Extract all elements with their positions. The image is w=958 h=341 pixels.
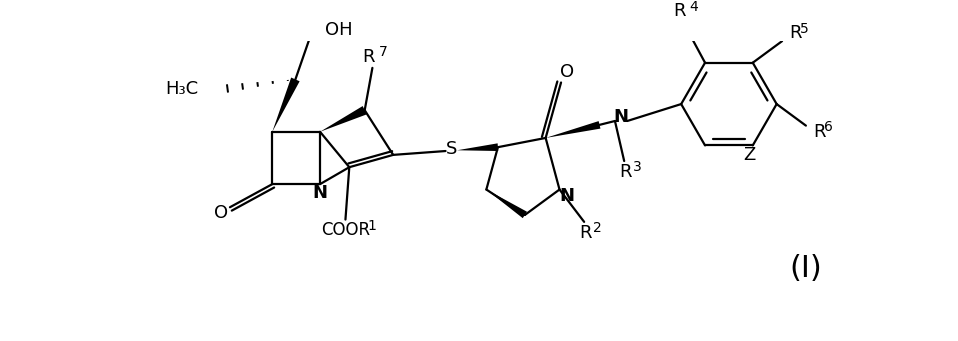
Text: O: O	[560, 63, 574, 81]
Text: R: R	[789, 25, 802, 43]
Text: R: R	[620, 163, 632, 181]
Text: OH: OH	[325, 21, 353, 39]
Text: N: N	[312, 184, 328, 202]
Text: 5: 5	[800, 22, 809, 36]
Text: 7: 7	[378, 45, 387, 59]
Text: N: N	[559, 187, 575, 205]
Text: COOR: COOR	[321, 221, 370, 239]
Text: (I): (I)	[789, 254, 822, 283]
Polygon shape	[546, 121, 601, 138]
Text: H₃C: H₃C	[165, 80, 198, 99]
Polygon shape	[457, 143, 498, 151]
Text: 2: 2	[593, 221, 603, 235]
Text: R: R	[673, 2, 686, 20]
Polygon shape	[487, 190, 527, 218]
Text: Z: Z	[742, 146, 755, 164]
Text: S: S	[446, 140, 457, 159]
Text: 6: 6	[824, 120, 833, 134]
Text: N: N	[614, 108, 628, 126]
Text: R: R	[813, 123, 826, 141]
Text: 4: 4	[690, 0, 698, 14]
Text: 3: 3	[633, 160, 642, 174]
Text: R: R	[362, 48, 375, 66]
Text: R: R	[580, 224, 592, 242]
Text: 1: 1	[367, 219, 376, 233]
Polygon shape	[272, 77, 300, 132]
Text: O: O	[214, 204, 228, 222]
Polygon shape	[320, 106, 367, 132]
